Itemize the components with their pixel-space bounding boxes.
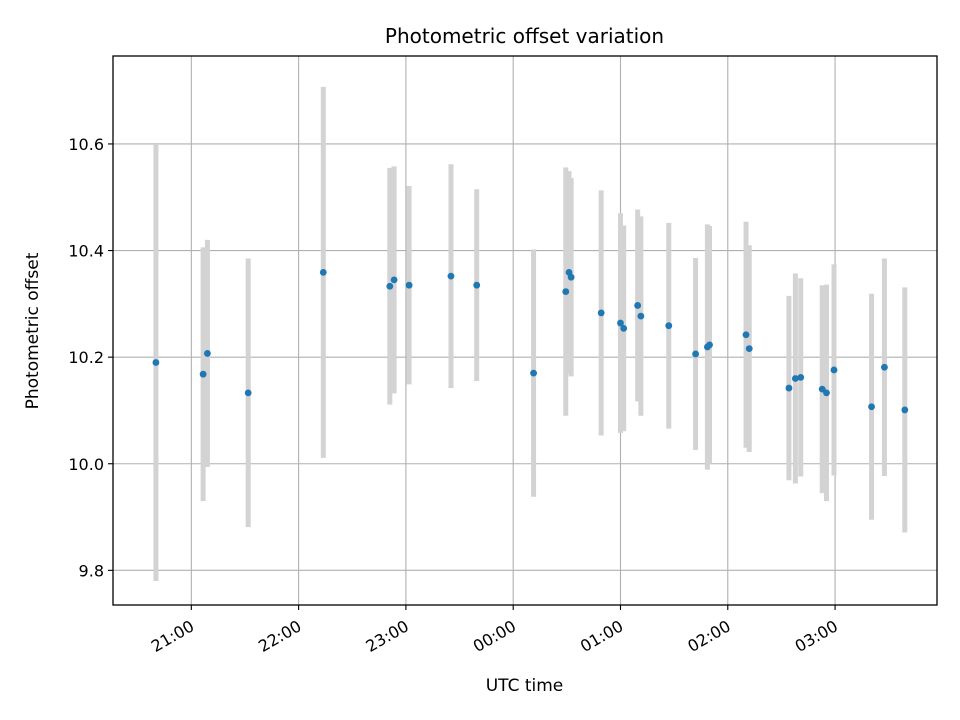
data-point [692, 350, 699, 358]
data-point [830, 366, 838, 374]
data-point [706, 341, 713, 349]
data-point [244, 389, 252, 397]
data-point [620, 324, 628, 332]
data-point [901, 406, 909, 414]
data-point [386, 282, 394, 290]
data-point [868, 403, 875, 411]
data-point [791, 375, 799, 382]
y-tick-label: 10.0 [68, 455, 104, 474]
data-point [567, 273, 575, 281]
data-point [319, 269, 327, 276]
data-point [742, 331, 750, 339]
data-point [637, 312, 645, 320]
chart-title: Photometric offset variation [385, 24, 664, 48]
data-point [199, 370, 207, 378]
data-point [447, 272, 455, 280]
data-point [617, 319, 624, 327]
y-tick-label: 9.8 [79, 561, 104, 580]
y-axis-label: Photometric offset [23, 252, 43, 409]
data-point [665, 322, 673, 330]
data-point [823, 389, 830, 397]
y-tick-label: 10.4 [68, 242, 104, 261]
data-point [597, 309, 605, 317]
data-point [530, 369, 537, 377]
data-point [562, 288, 570, 295]
plot-frame [112, 55, 938, 606]
data-point [152, 359, 160, 366]
y-axis: 9.8 10.0 10.2 10.4 10.6 [68, 135, 113, 580]
x-axis-label: UTC time [486, 676, 564, 696]
data-point [881, 363, 888, 371]
data-point [473, 281, 481, 289]
y-tick-label: 10.2 [68, 348, 104, 367]
data-point [405, 281, 413, 289]
data-point [797, 374, 805, 381]
data-point [785, 384, 793, 392]
data-points [152, 269, 909, 414]
data-point [204, 350, 211, 357]
data-point [745, 345, 753, 353]
y-tick-label: 10.6 [68, 135, 104, 154]
data-point [390, 276, 398, 284]
data-point [634, 302, 642, 309]
